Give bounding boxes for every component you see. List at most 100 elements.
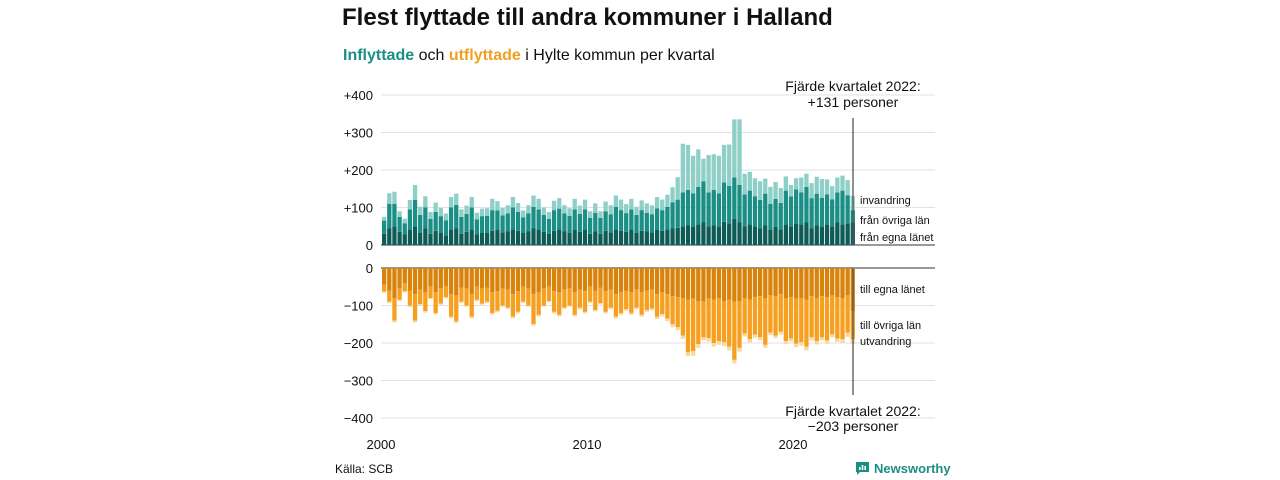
bar-outflow-segment: [685, 352, 691, 357]
bar-inflow-segment: [469, 197, 474, 208]
bar-outflow-segment: [392, 320, 397, 323]
bar-inflow-segment: [459, 233, 464, 245]
bar-outflow-segment: [830, 268, 835, 295]
bar-outflow-segment: [536, 292, 541, 315]
bar-inflow-segment: [521, 210, 526, 218]
bar-outflow-segment: [397, 299, 402, 301]
bar-outflow-segment: [521, 268, 526, 287]
bar-outflow-segment: [588, 286, 593, 302]
bar-inflow-segment: [397, 211, 402, 217]
bar-inflow-segment: [716, 155, 722, 194]
bar-outflow-segment: [675, 268, 680, 298]
bar-outflow-segment: [603, 291, 608, 312]
bar-inflow-segment: [551, 230, 557, 245]
bar-outflow-segment: [608, 307, 613, 310]
chart-title: Flest flyttade till andra kommuner i Hal…: [342, 4, 833, 31]
bar-outflow-segment: [557, 314, 562, 317]
bar-inflow-segment: [515, 230, 521, 245]
bar-inflow-segment: [515, 212, 521, 231]
y-tick-label-bottom: −200: [344, 336, 373, 351]
bar-outflow-segment: [557, 268, 562, 293]
bar-outflow-segment: [644, 310, 649, 312]
bar-inflow-segment: [727, 144, 732, 186]
bar-outflow-segment: [423, 268, 428, 293]
bar-inflow-segment: [459, 209, 464, 217]
bar-outflow-segment: [541, 288, 546, 306]
bar-inflow-segment: [562, 213, 567, 232]
bar-outflow-segment: [773, 268, 778, 297]
outflow-bars: [382, 268, 855, 364]
bar-inflow-segment: [531, 228, 536, 245]
bar-inflow-segment: [819, 179, 825, 198]
bar-inflow-segment: [773, 198, 778, 227]
bar-outflow-segment: [418, 304, 423, 306]
bar-inflow-segment: [840, 224, 845, 245]
bar-outflow-segment: [402, 291, 407, 293]
bar-outflow-segment: [387, 301, 392, 304]
bar-outflow-segment: [577, 289, 582, 308]
bar-outflow-segment: [788, 297, 794, 339]
bar-outflow-segment: [438, 268, 443, 289]
bar-outflow-segment: [819, 296, 825, 338]
bar-inflow-segment: [665, 194, 670, 207]
bar-inflow-segment: [773, 182, 778, 199]
bar-outflow-segment: [546, 268, 552, 287]
bar-inflow-segment: [428, 212, 433, 219]
bar-outflow-segment: [824, 340, 830, 344]
bar-inflow-segment: [526, 213, 531, 232]
bar-inflow-segment: [696, 149, 701, 187]
bar-outflow-segment: [742, 333, 747, 337]
bar-outflow-segment: [505, 307, 510, 309]
bar-outflow-segment: [474, 286, 479, 300]
bar-inflow-segment: [675, 227, 680, 245]
bar-outflow-segment: [526, 305, 531, 307]
bar-outflow-segment: [613, 294, 619, 317]
bar-outflow-segment: [582, 311, 588, 314]
bar-inflow-segment: [479, 208, 485, 217]
bar-outflow-segment: [505, 289, 510, 308]
bar-inflow-segment: [639, 230, 644, 245]
bar-outflow-segment: [835, 268, 840, 298]
bar-outflow-segment: [588, 268, 593, 287]
bar-outflow-segment: [778, 331, 783, 335]
bar-outflow-segment: [675, 297, 680, 328]
bar-inflow-segment: [500, 207, 505, 216]
bar-outflow-segment: [819, 337, 825, 341]
bar-inflow-segment: [551, 200, 557, 211]
bar-outflow-segment: [660, 314, 665, 317]
bar-inflow-segment: [438, 233, 443, 245]
bar-outflow-segment: [701, 337, 706, 341]
bar-outflow-segment: [721, 268, 727, 301]
bar-inflow-segment: [464, 205, 469, 214]
bar-inflow-segment: [830, 186, 835, 200]
annotation-top-line1: Fjärde kvartalet 2022:: [785, 78, 920, 94]
bar-outflow-segment: [665, 318, 670, 322]
bar-inflow-segment: [804, 173, 809, 187]
bar-inflow-segment: [685, 225, 691, 245]
bar-inflow-segment: [485, 232, 490, 245]
bar-inflow-segment: [557, 198, 562, 209]
bar-outflow-segment: [608, 268, 613, 290]
bar-inflow-segment: [680, 226, 685, 245]
bar-inflow-segment: [763, 193, 768, 226]
bar-outflow-segment: [598, 287, 603, 304]
bar-outflow-segment: [510, 316, 516, 319]
bar-outflow-segment: [464, 305, 469, 307]
bar-inflow-segment: [701, 181, 706, 223]
bar-outflow-segment: [608, 289, 613, 308]
bar-outflow-segment: [515, 268, 521, 292]
bar-inflow-segment: [809, 183, 814, 199]
y-tick-label-top: +300: [344, 126, 373, 141]
bar-outflow-segment: [613, 268, 619, 295]
bar-inflow-segment: [418, 215, 423, 233]
bar-inflow-segment: [824, 224, 830, 245]
bar-inflow-segment: [479, 233, 485, 245]
bar-inflow-segment: [716, 193, 722, 227]
bar-outflow-segment: [464, 288, 469, 306]
bar-inflow-segment: [577, 231, 582, 245]
bar-outflow-segment: [582, 291, 588, 312]
bar-inflow-segment: [495, 210, 500, 230]
bar-outflow-segment: [515, 291, 521, 312]
bar-inflow-segment: [541, 207, 546, 215]
bar-inflow-segment: [752, 196, 758, 227]
